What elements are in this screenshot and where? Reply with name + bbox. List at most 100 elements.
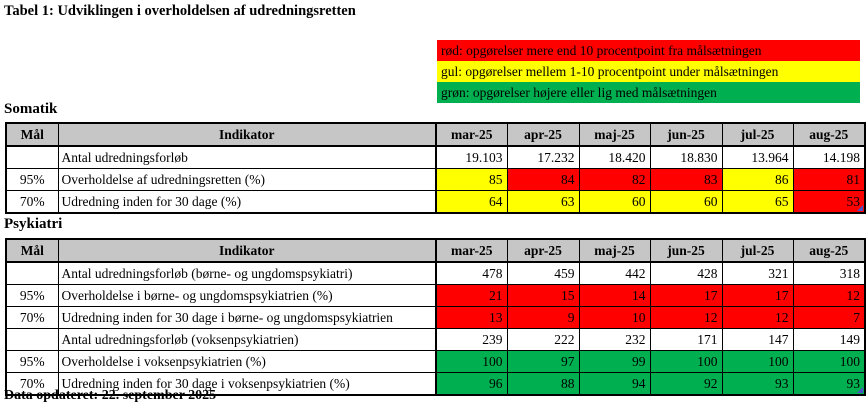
legend-item-green: grøn: opgørelser højere eller lig med må… [437,82,860,103]
table-cell: 100 [649,350,723,373]
col-header-indikator: Indikator [57,238,437,263]
table-row-somatik-overholdelse: 95% Overholdelse af udredningsretten (%)… [5,168,866,191]
table-cell: 13 [435,306,508,329]
indicator-cell: Udredning inden for 30 dage (%) [57,190,437,214]
table-cell: 81 [792,168,866,191]
table-cell: 13.964 [721,145,794,169]
table-cell: 321 [721,261,794,285]
col-header-maal: Mål [5,122,59,147]
table-cell: 84 [506,168,580,191]
table-cell: 222 [506,328,580,351]
indicator-cell: Antal udredningsforløb [57,145,437,169]
table-cell: 149 [792,328,866,351]
maal-cell: 70% [5,306,59,329]
table-cell: 99 [578,350,651,373]
table-row-bu-overholdelse: 95% Overholdelse i børne- og ungdomspsyk… [5,284,866,307]
col-header-jul-25: jul-25 [721,122,794,147]
table-cell: 92 [649,372,723,396]
table-cell: 94 [578,372,651,396]
table-cell: 93 [792,372,866,396]
table-cell: 82 [578,168,651,191]
col-header-aug-25: aug-25 [792,122,866,147]
table-cell: 88 [506,372,580,396]
table-row-voksen-overholdelse: 95% Overholdelse i voksenpsykiatrien (%)… [5,350,866,373]
indicator-cell: Antal udredningsforløb (børne- og ungdom… [57,261,437,285]
table-cell: 100 [721,350,794,373]
table-row-bu-30dage: 70% Udredning inden for 30 dage i børne-… [5,306,866,329]
col-header-maj-25: maj-25 [578,238,651,263]
table-cell: 17 [649,284,723,307]
table-cell: 239 [435,328,508,351]
legend-item-red: rød: opgørelser mere end 10 procentpoint… [437,40,860,61]
comment-marker-icon [857,205,863,211]
table-cell: 171 [649,328,723,351]
maal-cell [5,328,59,351]
section-heading-psykiatri: Psykiatri [4,216,63,232]
col-header-apr-25: apr-25 [506,122,580,147]
table-cell: 428 [649,261,723,285]
table-cell: 100 [435,350,508,373]
table-cell: 83 [649,168,723,191]
indicator-cell: Antal udredningsforløb (voksenpsykiatrie… [57,328,437,351]
table-cell: 478 [435,261,508,285]
table-cell: 10 [578,306,651,329]
cell-value: 53 [846,193,861,209]
maal-cell [5,145,59,169]
indicator-cell: Udredning inden for 30 dage i voksenpsyk… [57,372,437,396]
col-header-jun-25: jun-25 [649,122,723,147]
table-cell: 14 [578,284,651,307]
table-row-bu-antal: Antal udredningsforløb (børne- og ungdom… [5,261,866,285]
table-cell: 65 [721,190,794,214]
table-cell: 63 [506,190,580,214]
table-row-voksen-30dage: 70% Udredning inden for 30 dage i voksen… [5,372,866,396]
table-cell: 93 [721,372,794,396]
table-cell: 21 [435,284,508,307]
col-header-jul-25: jul-25 [721,238,794,263]
table-cell: 18.830 [649,145,723,169]
maal-cell: 95% [5,284,59,307]
comment-marker-icon [857,387,863,393]
col-header-jun-25: jun-25 [649,238,723,263]
table-cell: 86 [721,168,794,191]
table-cell: 60 [649,190,723,214]
col-header-mar-25: mar-25 [435,122,508,147]
table-cell: 17 [721,284,794,307]
col-header-indikator: Indikator [57,122,437,147]
table-cell: 15 [506,284,580,307]
table-cell: 96 [435,372,508,396]
col-header-aug-25: aug-25 [792,238,866,263]
psykiatri-table: Mål Indikator mar-25 apr-25 maj-25 jun-2… [5,238,866,396]
somatik-table: Mål Indikator mar-25 apr-25 maj-25 jun-2… [5,122,866,214]
col-header-maal: Mål [5,238,59,263]
somatik-header-row: Mål Indikator mar-25 apr-25 maj-25 jun-2… [5,122,866,147]
data-updated-note: Data opdateret: 22. september 2025 [4,388,217,403]
psykiatri-header-row: Mål Indikator mar-25 apr-25 maj-25 jun-2… [5,238,866,263]
table-cell: 97 [506,350,580,373]
table-cell: 100 [792,350,866,373]
table-cell: 7 [792,306,866,329]
table-row-somatik-antal: Antal udredningsforløb 19.103 17.232 18.… [5,145,866,169]
table-row-voksen-antal: Antal udredningsforløb (voksenpsykiatrie… [5,328,866,351]
indicator-cell: Overholdelse af udredningsretten (%) [57,168,437,191]
table-cell: 53 [792,190,866,214]
indicator-cell: Overholdelse i voksenpsykiatrien (%) [57,350,437,373]
table-cell: 232 [578,328,651,351]
table-cell: 17.232 [506,145,580,169]
table-cell: 9 [506,306,580,329]
maal-cell: 70% [5,190,59,214]
table-cell: 12 [649,306,723,329]
cell-value: 93 [846,375,861,391]
maal-cell: 95% [5,168,59,191]
maal-cell: 95% [5,350,59,373]
col-header-apr-25: apr-25 [506,238,580,263]
table-cell: 19.103 [435,145,508,169]
table-cell: 442 [578,261,651,285]
maal-cell [5,261,59,285]
section-heading-somatik: Somatik [4,101,58,117]
table-cell: 14.198 [792,145,866,169]
col-header-mar-25: mar-25 [435,238,508,263]
table-cell: 85 [435,168,508,191]
table-cell: 12 [721,306,794,329]
page-title: Tabel 1: Udviklingen i overholdelsen af … [4,3,356,19]
